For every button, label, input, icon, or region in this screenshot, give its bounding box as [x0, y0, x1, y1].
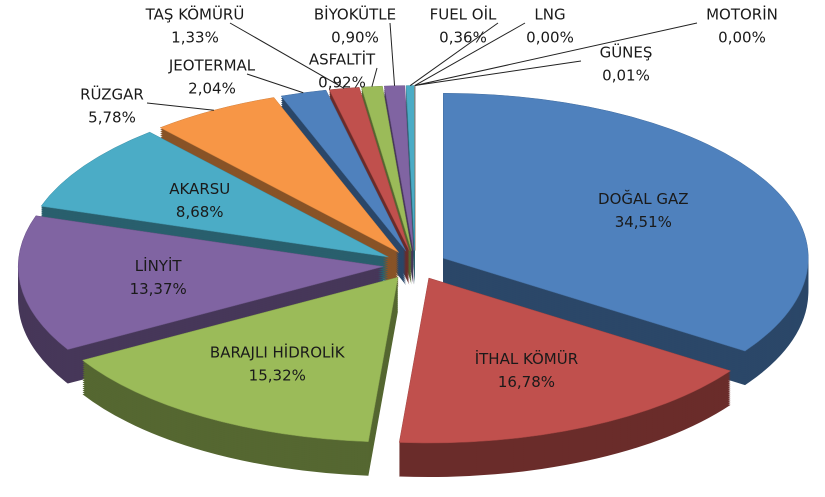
- slice: [81, 276, 399, 476]
- value-label: 15,32%: [249, 366, 306, 384]
- value-label: 34,51%: [615, 213, 672, 231]
- slice: [40, 131, 389, 258]
- category-label: BİYOKÜTLE: [314, 5, 396, 24]
- leader-line: [409, 22, 499, 86]
- category-label: TAŞ KÖMÜRÜ: [145, 5, 245, 24]
- category-label: DOĞAL GAZ: [598, 189, 689, 208]
- slice: [398, 277, 732, 444]
- value-label: 8,68%: [176, 203, 224, 221]
- category-label: ASFALTİT: [309, 50, 376, 69]
- slice: [17, 215, 384, 350]
- value-label: 0,90%: [331, 29, 379, 47]
- slice: [17, 215, 384, 384]
- category-label: LİNYİT: [135, 256, 183, 275]
- value-label: 0,92%: [318, 74, 366, 92]
- category-label: BARAJLI HİDROLİK: [210, 342, 346, 361]
- category-label: JEOTERMAL: [168, 57, 256, 75]
- slice-side: [329, 91, 410, 255]
- category-label: RÜZGAR: [80, 85, 144, 104]
- value-label: 2,04%: [188, 80, 236, 98]
- category-label: GÜNEŞ: [600, 43, 653, 62]
- category-label: İTHAL KÖMÜR: [475, 349, 578, 368]
- value-label: 16,78%: [498, 373, 555, 391]
- slice-side: [361, 92, 412, 257]
- slice: [443, 92, 809, 386]
- slice: [398, 277, 732, 478]
- category-label: AKARSU: [169, 180, 230, 198]
- leader-line: [414, 22, 698, 87]
- slice: [328, 87, 410, 251]
- leader-line: [414, 60, 582, 87]
- slice: [443, 92, 809, 352]
- category-label: FUEL OİL: [430, 5, 497, 24]
- category-label: LNG: [534, 6, 565, 24]
- leader-line: [414, 22, 526, 86]
- value-label: 0,00%: [526, 29, 574, 47]
- slice-side: [329, 93, 410, 257]
- value-label: 0,00%: [718, 29, 766, 47]
- category-label: MOTORİN: [706, 5, 778, 24]
- slice-side: [361, 90, 412, 255]
- leader-line: [229, 22, 345, 89]
- leader-line: [146, 102, 215, 111]
- value-label: 5,78%: [88, 109, 136, 127]
- value-label: 13,37%: [130, 280, 187, 298]
- leader-line: [246, 73, 304, 94]
- slice: [405, 85, 415, 251]
- slice-side: [361, 88, 412, 253]
- slice: [159, 97, 399, 253]
- value-label: 1,33%: [171, 29, 219, 47]
- value-label: 0,01%: [602, 67, 650, 85]
- slice: [81, 276, 399, 442]
- leader-line: [371, 67, 378, 87]
- value-label: 0,36%: [439, 29, 487, 47]
- leader-line: [389, 22, 396, 86]
